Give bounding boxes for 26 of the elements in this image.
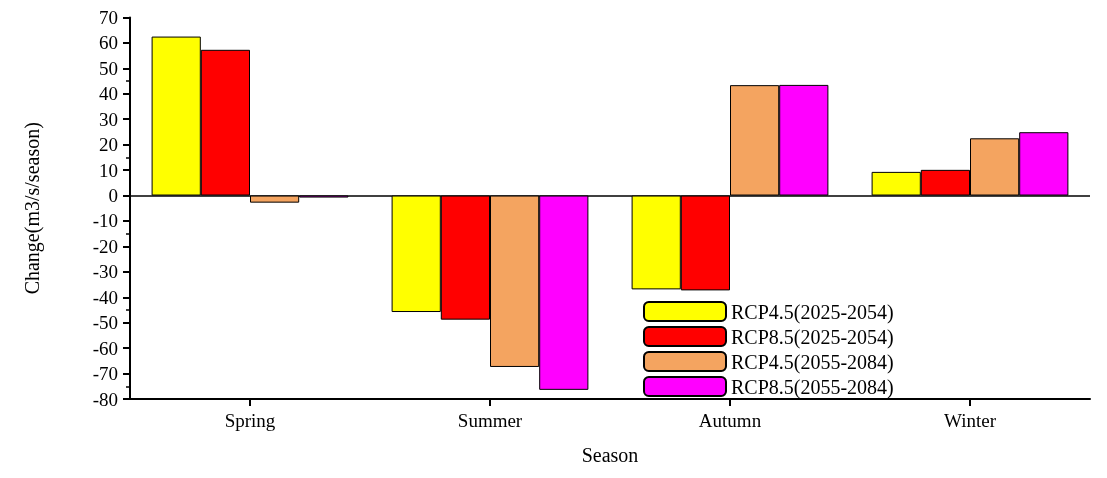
y-axis-title: Change(m3/s/season) — [21, 122, 44, 295]
legend-label: RCP4.5(2025-2054) — [731, 300, 894, 324]
y-tick-label: 60 — [99, 32, 118, 54]
x-axis-title: Season — [581, 444, 639, 466]
y-tick-label: -50 — [92, 312, 118, 334]
y-tick-label: 70 — [99, 7, 118, 28]
y-tick-label: -20 — [92, 235, 118, 257]
x-tick-label: Summer — [457, 410, 523, 431]
x-tick-label: Spring — [224, 410, 276, 431]
y-tick-label: 20 — [99, 134, 118, 156]
legend-label: RCP8.5(2025-2054) — [731, 325, 894, 349]
legend-label: RCP4.5(2055-2084) — [731, 350, 894, 374]
y-tick-label: -70 — [92, 363, 118, 385]
y-tick-label: -30 — [92, 261, 118, 283]
y-tick-label: 50 — [99, 57, 118, 79]
y-tick-label: -40 — [92, 286, 118, 308]
y-tick-label: 0 — [108, 185, 118, 207]
y-tick-label: -80 — [92, 388, 118, 410]
y-tick-label: -10 — [92, 210, 118, 232]
x-tick-label: Autumn — [698, 410, 762, 431]
x-tick-label: Winter — [944, 410, 997, 431]
y-tick-label: 10 — [99, 159, 118, 181]
legend-label: RCP8.5(2055-2084) — [731, 375, 894, 399]
y-tick-label: -60 — [92, 337, 118, 359]
y-tick-label: 40 — [99, 83, 118, 105]
y-tick-label: 30 — [99, 108, 118, 130]
